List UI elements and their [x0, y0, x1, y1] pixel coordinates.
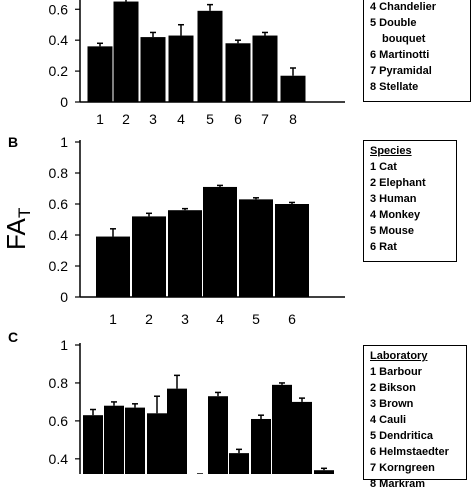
bar — [83, 415, 103, 474]
bar — [87, 46, 113, 102]
bar — [225, 43, 251, 102]
y-tick-label: 0.4 — [49, 32, 69, 48]
legend-item: 4 Monkey — [370, 209, 421, 221]
bar — [203, 186, 237, 297]
legend-item: bouquet — [382, 33, 426, 45]
legend-item: 1 Barbour — [370, 366, 422, 378]
x-tick-label: 4 — [177, 111, 185, 127]
bar — [272, 384, 292, 474]
bar — [140, 37, 166, 102]
legend-title: Laboratory — [370, 350, 428, 362]
y-tick-label: 0 — [60, 94, 68, 110]
bar — [168, 210, 202, 297]
x-tick-label: 1 — [96, 111, 104, 127]
x-tick-label: 5 — [252, 311, 260, 327]
x-tick-label: 7 — [261, 111, 269, 127]
x-tick-label: 5 — [206, 111, 214, 127]
y-tick-label: 0.8 — [49, 375, 69, 391]
legend-laboratory: Laboratory 1 Barbour 2 Bikson 3 Brown 4 … — [363, 345, 467, 490]
x-tick-label: 3 — [181, 311, 189, 327]
x-tick-label: 3 — [149, 111, 157, 127]
panel-label: B — [8, 134, 18, 150]
legend-item: 1 Cat — [370, 161, 397, 173]
legend-item: 2 Elephant — [370, 177, 426, 189]
x-tick-label: 2 — [122, 111, 130, 127]
legend-item: 8 Markram — [370, 478, 426, 490]
bar — [252, 35, 278, 102]
y-tick-label: 1 — [60, 337, 68, 353]
legend-item: 6 Martinotti — [370, 49, 430, 61]
bar — [314, 470, 334, 474]
bar — [104, 405, 124, 474]
legend-item: 3 Brown — [370, 398, 414, 410]
legend-item: 8 Stellate — [370, 81, 419, 93]
y-tick-label: 0.6 — [49, 413, 69, 429]
y-tick-label: 0.6 — [49, 196, 69, 212]
x-tick-label: 8 — [289, 111, 297, 127]
legend-item: 2 Bikson — [370, 382, 416, 394]
legend-item: 6 Helmstaedter — [370, 446, 449, 458]
legend-item: 6 Rat — [370, 241, 397, 253]
bar — [280, 75, 306, 102]
bar — [251, 418, 271, 474]
bar — [229, 453, 249, 474]
legend-item: 5 Mouse — [370, 225, 415, 237]
legend-item: 7 Korngreen — [370, 462, 435, 474]
x-tick-label: 2 — [145, 311, 153, 327]
x-tick-label: 6 — [288, 311, 296, 327]
bar — [113, 1, 139, 102]
legend-item: 4 Cauli — [370, 414, 407, 426]
bar — [167, 388, 187, 474]
y-axis-label-subscript: T — [15, 208, 34, 218]
bar — [125, 407, 145, 474]
bar — [147, 413, 167, 474]
y-tick-label: 0.8 — [49, 165, 69, 181]
legend-item: 4 Chandelier — [370, 1, 437, 13]
y-tick-label: 0.4 — [49, 227, 69, 243]
bar — [132, 216, 166, 297]
bar — [96, 236, 130, 297]
x-tick-label: 1 — [109, 311, 117, 327]
legend-item: 7 Pyramidal — [370, 65, 432, 77]
y-tick-label: 0.2 — [49, 63, 69, 79]
panel-label: C — [8, 329, 18, 345]
legend-item: 3 Human — [370, 193, 417, 205]
figure: FA T 0 0.2 0.4 0.6 1 2 3 4 5 6 7 8 0 0.2 0.4 0.6 0.8 1 1 2 3… — [1, 0, 345, 474]
y-tick-label: 0.4 — [49, 451, 69, 467]
y-axis-label: FA — [1, 218, 31, 250]
bar — [275, 204, 309, 297]
bar — [239, 199, 273, 297]
legend-species: Species 1 Cat 2 Elephant 3 Human 4 Monke… — [363, 140, 457, 262]
x-tick-label: 6 — [234, 111, 242, 127]
y-tick-label: 0.2 — [49, 258, 69, 274]
bar — [168, 35, 194, 102]
legend-cell-type: 4 Chandelier 5 Double bouquet 6 Martinot… — [363, 0, 471, 102]
legend-item: 5 Dendritica — [370, 430, 433, 442]
y-tick-label: 1 — [60, 134, 68, 150]
legend-title: Species — [370, 145, 412, 157]
bar — [208, 396, 228, 474]
bar — [197, 10, 223, 102]
bar — [292, 401, 312, 474]
legend-item: 5 Double — [370, 17, 417, 29]
y-tick-label: 0.6 — [49, 1, 69, 17]
y-tick-label: 0 — [60, 289, 68, 305]
x-tick-label: 4 — [216, 311, 224, 327]
